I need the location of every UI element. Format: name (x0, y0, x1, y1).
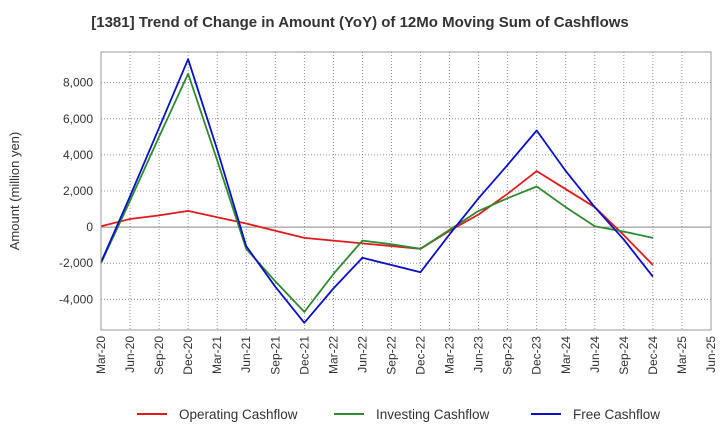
y-axis-label: Amount (million yen) (7, 132, 22, 251)
grid-layer (100, 52, 712, 330)
legend: Operating Cashflow Investing Cashflow Free… (137, 407, 660, 422)
x-tick-label: Mar-22 (326, 336, 340, 374)
x-tick-label: Jun-22 (355, 336, 369, 373)
chart-title: [1381] Trend of Change in Amount (YoY) o… (91, 14, 629, 31)
legend-label-operating-cashflow: Operating Cashflow (179, 407, 298, 422)
x-tick-label: Mar-23 (443, 336, 457, 374)
x-tick-label: Mar-21 (210, 336, 224, 374)
plot-frame (100, 51, 712, 331)
x-tick-label: Jun-20 (123, 336, 137, 373)
y-tick-label: -4,000 (59, 292, 93, 306)
x-tick-label: Dec-23 (530, 336, 544, 375)
x-tick-label: Jun-23 (472, 336, 486, 373)
legend-label-investing-cashflow: Investing Cashflow (376, 407, 490, 422)
x-tick-label: Sep-21 (268, 336, 282, 375)
y-tick-label: 6,000 (63, 112, 93, 126)
axis-layer: Mar-20 Jun-20 Sep-20 Dec-20 Mar-21 Jun-21 Sep-… (59, 51, 718, 375)
x-tick-label: Jun-25 (704, 336, 718, 373)
x-tick-label: Sep-23 (501, 336, 515, 375)
y-tick-label: 8,000 (63, 76, 93, 90)
free-cashflow-line (100, 58, 654, 324)
x-tick-label: Sep-24 (617, 336, 631, 375)
x-tick-label: Sep-22 (384, 336, 398, 375)
operating-cashflow-line (100, 170, 654, 266)
investing-cashflow-line (100, 72, 654, 313)
series-layer (100, 58, 654, 324)
y-tick-label: 2,000 (63, 184, 93, 198)
x-tick-label: Mar-20 (94, 336, 108, 374)
x-tick-label: Mar-25 (675, 336, 689, 374)
x-tick-label: Mar-24 (559, 336, 573, 374)
x-tick-label: Dec-24 (646, 336, 660, 375)
y-tick-label: 0 (86, 220, 93, 234)
x-tick-label: Dec-21 (297, 336, 311, 375)
x-tick-label: Dec-20 (181, 336, 195, 375)
y-tick-label: 4,000 (63, 148, 93, 162)
x-tick-label: Jun-24 (588, 336, 602, 373)
x-tick-label: Sep-20 (152, 336, 166, 375)
x-tick-label: Dec-22 (414, 336, 428, 375)
y-tick-label: -2,000 (59, 256, 93, 270)
legend-label-free-cashflow: Free Cashflow (573, 407, 660, 422)
x-tick-label: Jun-21 (239, 336, 253, 373)
